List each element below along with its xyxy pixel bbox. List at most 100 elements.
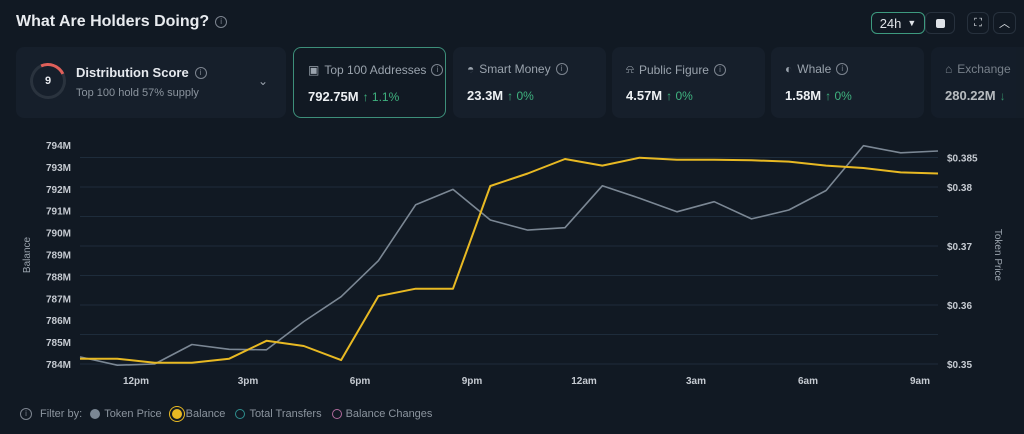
range-value: 24h <box>879 15 902 31</box>
y-tick-label: 791M <box>46 207 71 218</box>
card-label-text: Smart Money <box>479 62 551 76</box>
metric-card-smart-money[interactable]: ◓ Smart Money i 23.3M ↑ 0% <box>453 47 606 118</box>
title-text: What Are Holders Doing? <box>16 13 210 30</box>
y-tick-label: 789M <box>46 251 71 262</box>
x-tick-label: 9am <box>910 376 930 387</box>
card-label-text: Top 100 Addresses <box>324 63 427 77</box>
card-value: 792.75M ↑ 1.1% <box>308 89 399 104</box>
card-label: ◓ Smart Money i <box>467 62 568 76</box>
y2-tick-label: $0.36 <box>947 301 972 312</box>
time-range-dropdown[interactable]: 24h ▼ <box>871 12 925 34</box>
x-tick-label: 3pm <box>238 376 259 387</box>
card-value-text: 4.57M <box>626 88 663 103</box>
y-tick-label: 786M <box>46 316 71 327</box>
x-tick-label: 6am <box>798 376 818 387</box>
card-value: 4.57M ↑ 0% <box>626 88 693 103</box>
broadcast-icon: ⍾ <box>626 62 634 76</box>
card-label: ◐ Whale i <box>785 62 849 76</box>
card-value-text: 1.58M <box>785 88 822 103</box>
card-label-text: Whale <box>797 62 832 76</box>
card-change: ↑ 0% <box>666 89 693 103</box>
score-value: 9 <box>44 75 52 87</box>
card-label-text: Public Figure <box>638 62 709 77</box>
y2-tick-label: $0.37 <box>947 242 972 253</box>
x-tick-label: 9pm <box>462 376 483 387</box>
info-icon[interactable]: i <box>215 16 228 28</box>
card-change: ↑ 1.1% <box>362 90 400 104</box>
chevron-down-icon[interactable]: ⌄ <box>258 74 269 88</box>
wallet-icon: ▣ <box>308 63 320 77</box>
legend-marker <box>90 409 101 419</box>
info-icon[interactable]: i <box>555 63 568 75</box>
card-value: 280.22M ↓ <box>945 88 1006 103</box>
calendar-icon <box>935 18 945 28</box>
y-axis-label: Balance <box>22 236 33 273</box>
fullscreen-button[interactable]: ⛶ <box>967 12 989 34</box>
distribution-title-text: Distribution Score <box>76 65 189 80</box>
info-icon[interactable]: i <box>194 66 207 79</box>
distribution-title: Distribution Score i <box>76 65 207 80</box>
card-change: ↑ 0% <box>507 89 534 103</box>
legend-label: Total Transfers <box>249 408 322 420</box>
metric-card-exchange[interactable]: ⌂ Exchange 280.22M ↓ <box>931 47 1024 118</box>
series-line-balance <box>80 156 939 364</box>
legend: i Filter by: Token Price Balance Total Tra… <box>20 408 432 420</box>
metric-card-public-figure[interactable]: ⍾ Public Figure i 4.57M ↑ 0% <box>612 47 765 118</box>
chart: 784M 785M 786M 787M 788M 789M 790M 791M 792M 793M… <box>22 141 1003 387</box>
legend-item-balance[interactable]: Balance <box>171 408 226 420</box>
distribution-score-card[interactable]: 9 Distribution Score i Top 100 hold 57% s… <box>16 47 286 118</box>
y2-tick-label: $0.38 <box>947 183 972 194</box>
series-line-token-price <box>79 144 939 366</box>
y-tick-label: 794M <box>46 141 71 152</box>
y-tick-label: 793M <box>46 163 71 174</box>
y2-tick-label: $0.385 <box>947 154 978 165</box>
page-title: What Are Holders Doing? i <box>16 13 228 31</box>
card-value-text: 23.3M <box>467 88 504 103</box>
info-icon[interactable]: i <box>836 63 849 75</box>
card-label: ⍾ Public Figure i <box>626 62 726 77</box>
y-tick-label: 792M <box>46 185 71 196</box>
sunglasses-icon: ◓ <box>467 62 475 76</box>
calendar-button[interactable] <box>925 12 955 34</box>
y-tick-label: 785M <box>46 338 71 349</box>
y-tick-label: 784M <box>46 360 71 371</box>
card-label-text: Exchange <box>957 62 1011 76</box>
info-icon[interactable]: i <box>713 63 726 76</box>
card-change: ↑ 0% <box>825 89 852 103</box>
collapse-button[interactable]: ︿ <box>993 12 1016 34</box>
chevron-up-icon: ︿ <box>999 18 1010 30</box>
x-tick-label: 12pm <box>123 376 149 387</box>
filter-label: Filter by: <box>40 408 83 420</box>
y-tick-label: 787M <box>46 294 71 305</box>
y-tick-label: 790M <box>46 229 71 240</box>
legend-label: Token Price <box>104 408 162 420</box>
distribution-subtitle: Top 100 hold 57% supply <box>76 87 199 99</box>
info-icon[interactable]: i <box>431 64 444 76</box>
caret-down-icon: ▼ <box>907 18 917 28</box>
fullscreen-icon: ⛶ <box>974 16 982 29</box>
card-value-text: 792.75M <box>308 89 359 104</box>
card-change: ↓ <box>999 89 1006 103</box>
legend-item-token-price[interactable]: Token Price <box>90 408 162 420</box>
legend-item-total-transfers[interactable]: Total Transfers <box>235 408 322 420</box>
whale-icon: ◐ <box>785 62 793 76</box>
card-label: ▣ Top 100 Addresses i <box>308 63 444 77</box>
metric-card-top-100-addresses[interactable]: ▣ Top 100 Addresses i 792.75M ↑ 1.1% <box>293 47 446 118</box>
x-tick-label: 3am <box>686 376 706 387</box>
legend-label: Balance <box>185 408 226 420</box>
info-icon[interactable]: i <box>20 408 32 420</box>
y-tick-label: 788M <box>46 272 71 283</box>
legend-item-balance-changes[interactable]: Balance Changes <box>331 408 433 420</box>
card-label: ⌂ Exchange <box>945 62 1011 76</box>
legend-marker <box>171 409 182 419</box>
legend-marker <box>331 409 342 419</box>
x-tick-label: 6pm <box>350 376 371 387</box>
y2-tick-label: $0.35 <box>947 360 972 371</box>
x-tick-label: 12am <box>571 376 597 387</box>
card-value: 1.58M ↑ 0% <box>785 88 852 103</box>
card-value-text: 280.22M <box>945 88 996 103</box>
metric-card-whale[interactable]: ◐ Whale i 1.58M ↑ 0% <box>771 47 924 118</box>
legend-label: Balance Changes <box>345 408 433 420</box>
card-value: 23.3M ↑ 0% <box>467 88 534 103</box>
bank-icon: ⌂ <box>945 62 953 76</box>
